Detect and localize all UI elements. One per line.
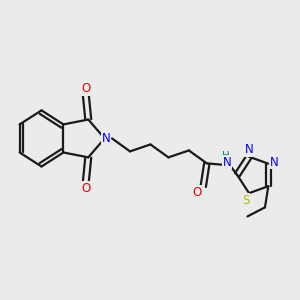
Text: N: N — [245, 143, 254, 156]
Text: N: N — [223, 156, 231, 169]
Text: N: N — [101, 132, 110, 145]
Text: O: O — [193, 186, 202, 199]
Text: H: H — [222, 151, 230, 161]
Text: S: S — [242, 194, 250, 207]
Text: N: N — [270, 155, 279, 169]
Text: O: O — [81, 82, 91, 95]
Text: O: O — [81, 182, 91, 195]
